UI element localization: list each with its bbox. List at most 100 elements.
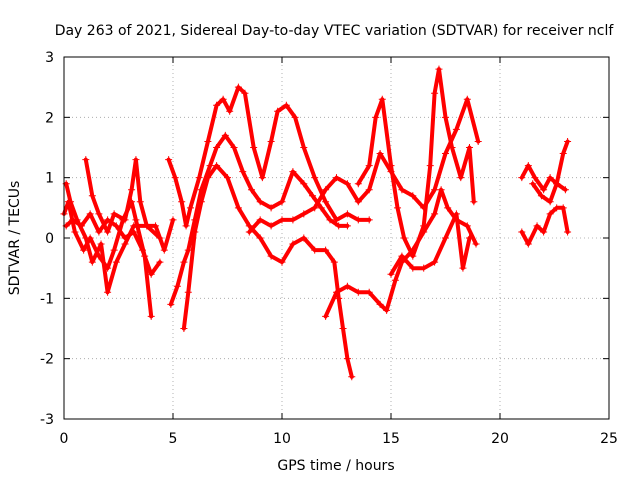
data-point [300, 234, 308, 242]
data-point [465, 144, 473, 151]
data-point [333, 174, 340, 182]
data-point [138, 246, 146, 254]
series-sat-m [518, 204, 572, 248]
data-point [376, 300, 384, 308]
data-point [204, 137, 212, 145]
data-point [258, 174, 266, 182]
data-point [278, 258, 286, 266]
data-point [448, 144, 456, 151]
data-point [564, 137, 572, 145]
data-point [88, 258, 96, 266]
data-point [431, 186, 439, 194]
data-point [431, 210, 439, 218]
x-tick-label: 0 [60, 431, 69, 447]
data-point [372, 113, 380, 121]
data-point [444, 204, 452, 212]
data-point [195, 174, 203, 182]
data-point [88, 192, 96, 200]
data-point [524, 240, 532, 248]
data-point [291, 113, 299, 121]
data-point [546, 198, 554, 206]
data-point [311, 174, 319, 182]
data-point [322, 186, 330, 194]
data-point [73, 216, 81, 224]
data-point [95, 210, 103, 218]
x-tick-label: 5 [169, 431, 178, 447]
data-point [156, 258, 164, 266]
data-point [226, 107, 234, 115]
data-point [365, 186, 373, 194]
data-point [224, 174, 231, 182]
data-point [178, 198, 186, 206]
data-point [322, 198, 330, 206]
data-point [241, 89, 249, 97]
data-point [354, 216, 362, 224]
data-point [300, 180, 308, 188]
data-point [533, 222, 541, 230]
data-point [267, 137, 275, 145]
data-point [398, 186, 406, 194]
data-point [239, 168, 247, 176]
data-point [182, 222, 190, 230]
data-point [112, 222, 120, 230]
data-point [256, 216, 264, 224]
data-point [442, 234, 449, 242]
data-point [152, 222, 160, 230]
data-point [472, 240, 480, 248]
y-tick-label: 0 [45, 231, 54, 247]
y-tick-label: -1 [40, 291, 54, 307]
data-point [537, 192, 545, 200]
data-point [470, 198, 478, 206]
data-point [173, 282, 181, 290]
data-point [465, 234, 473, 242]
data-point [365, 288, 373, 296]
data-point [365, 216, 373, 224]
data-point [80, 246, 88, 254]
data-point [278, 216, 286, 224]
series-sat-h [245, 95, 482, 236]
series-sat-j [354, 65, 478, 260]
data-point [282, 101, 290, 109]
data-point [387, 270, 395, 278]
data-point [531, 174, 539, 182]
data-point [143, 222, 151, 230]
data-point [289, 240, 297, 248]
data-point [463, 222, 471, 230]
series-sat-e [165, 83, 373, 230]
data-point [121, 240, 129, 248]
data-point [431, 258, 439, 266]
data-point [330, 258, 338, 266]
data-point [289, 216, 297, 224]
data-point [431, 89, 439, 97]
data-point [309, 192, 317, 200]
data-point [267, 252, 275, 260]
data-point [383, 306, 391, 314]
data-point [322, 246, 330, 254]
data-point [311, 246, 319, 254]
data-point [540, 186, 548, 194]
data-point [67, 198, 75, 206]
data-point [104, 288, 112, 296]
data-point [121, 216, 129, 224]
data-point [317, 204, 325, 212]
data-point [213, 144, 221, 151]
data-point [256, 198, 264, 206]
data-point [335, 294, 343, 302]
data-point [180, 325, 188, 332]
data-point [130, 222, 138, 230]
data-point [112, 258, 120, 266]
data-point [86, 210, 94, 218]
data-point [267, 222, 275, 230]
data-point [343, 222, 351, 230]
y-tick-label: -2 [40, 352, 54, 368]
data-point [524, 162, 532, 170]
data-point [300, 144, 308, 151]
data-point [426, 162, 434, 170]
data-point [213, 162, 221, 170]
data-point [256, 234, 264, 242]
x-axis-label: GPS time / hours [277, 458, 394, 474]
data-point [104, 228, 112, 236]
data-point [186, 204, 194, 212]
data-point [354, 198, 362, 206]
